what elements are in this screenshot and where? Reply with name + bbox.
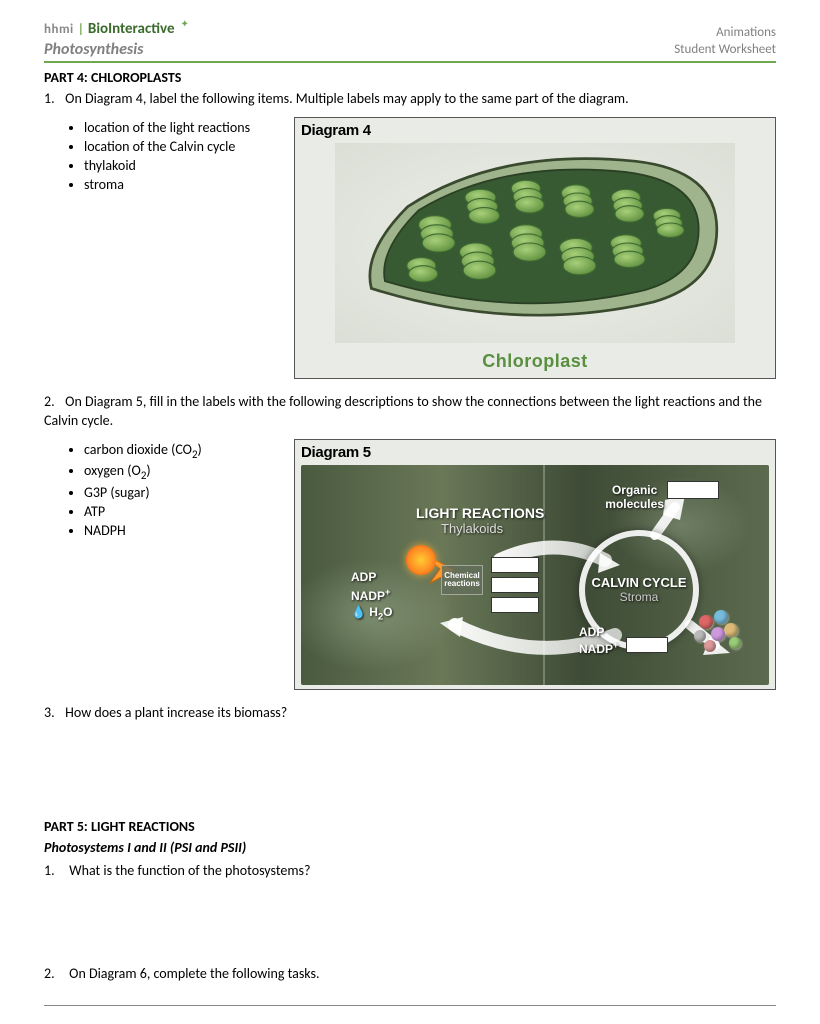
q2-number: 2. <box>44 393 62 412</box>
q2-bullet-list: carbon dioxide (CO2) oxygen (O2) G3P (su… <box>44 439 294 542</box>
blank-box-5[interactable] <box>626 637 668 653</box>
part5-q1: 1. What is the function of the photosyst… <box>44 862 776 881</box>
nadp-label: NADP+ <box>351 587 390 603</box>
adp-label: ADP <box>351 570 376 584</box>
nadp-label-2: NADP+ <box>579 640 618 656</box>
header-right: Animations Student Worksheet <box>674 25 776 59</box>
blank-box-2[interactable] <box>491 577 539 593</box>
q1-number: 1. <box>44 90 62 109</box>
diagram4-container: Diagram 4 <box>294 117 776 379</box>
sun-icon <box>406 545 436 575</box>
diagram5-container: Diagram 5 <box>294 439 776 690</box>
diagram5-box: Diagram 5 <box>294 439 776 690</box>
q3-text: How does a plant increase its biomass? <box>65 704 287 721</box>
q2-item-a: carbon dioxide (CO2) <box>84 441 288 461</box>
q1-text: On Diagram 4, label the following items.… <box>65 90 628 107</box>
organic-molecules-label: Organicmolecules <box>605 483 664 511</box>
stroma-label: Stroma <box>620 590 659 604</box>
footer-divider <box>44 1005 776 1006</box>
q2-text: On Diagram 5, fill in the labels with th… <box>44 393 762 429</box>
q3-number: 3. <box>44 704 62 723</box>
q2-item-b: oxygen (O2) <box>84 462 288 482</box>
p5-q1-text: What is the function of the photosystems… <box>69 862 310 879</box>
q1-item-d: stroma <box>84 176 288 193</box>
h2o-label: 💧 H2O <box>351 605 393 621</box>
q2-item-c: G3P (sugar) <box>84 484 288 501</box>
header-subtitle: Student Worksheet <box>674 42 776 59</box>
thylakoids-label: Thylakoids <box>441 521 503 536</box>
light-reactions-label: LIGHT REACTIONS <box>416 505 544 521</box>
diagram4-box: Diagram 4 <box>294 117 776 379</box>
document-title: Photosynthesis <box>44 40 189 59</box>
part4-q2: 2. On Diagram 5, fill in the labels with… <box>44 393 776 431</box>
leaf-icon: ✦ <box>181 17 189 30</box>
logo-separator: | <box>78 22 84 37</box>
brand-block: hhmi | BioInteractive ✦ Photosynthesis <box>44 20 189 59</box>
p5-q2-number: 2. <box>44 965 66 984</box>
q2-content-row: carbon dioxide (CO2) oxygen (O2) G3P (su… <box>44 439 776 690</box>
part5-subheading: Photosystems I and II (PSI and PSII) <box>44 839 776 856</box>
sugar-molecule-icon <box>689 605 749 655</box>
chloroplast-illustration: Chloroplast <box>301 143 769 372</box>
header-category: Animations <box>674 25 776 42</box>
p5-q2-text: On Diagram 6, complete the following tas… <box>69 965 319 982</box>
chemical-reactions-box: Chemicalreactions <box>441 565 483 595</box>
q1-item-b: location of the Calvin cycle <box>84 138 288 155</box>
diagram5-title: Diagram 5 <box>301 444 769 461</box>
adp-label-2: ADP <box>579 625 604 639</box>
logo-biointeractive: BioInteractive <box>88 20 175 38</box>
q1-item-a: location of the light reactions <box>84 119 288 136</box>
p5-q1-number: 1. <box>44 862 66 881</box>
q1-item-c: thylakoid <box>84 157 288 174</box>
part4-q1: 1. On Diagram 4, label the following ite… <box>44 90 776 109</box>
page-header: hhmi | BioInteractive ✦ Photosynthesis A… <box>44 20 776 63</box>
blank-box-3[interactable] <box>491 597 539 613</box>
logo-row: hhmi | BioInteractive ✦ <box>44 20 189 38</box>
logo-hhmi: hhmi <box>44 22 74 37</box>
diagram4-title: Diagram 4 <box>301 122 769 139</box>
blank-box-4[interactable] <box>667 481 719 499</box>
part5-heading: PART 5: LIGHT REACTIONS <box>44 818 776 835</box>
q2-item-e: NADPH <box>84 522 288 539</box>
blank-box-1[interactable] <box>491 557 539 573</box>
q1-bullet-list: location of the light reactions location… <box>44 117 294 195</box>
part5-q2: 2. On Diagram 6, complete the following … <box>44 965 776 984</box>
q2-item-d: ATP <box>84 503 288 520</box>
q1-content-row: location of the light reactions location… <box>44 117 776 379</box>
part4-q3: 3. How does a plant increase its biomass… <box>44 704 776 723</box>
part4-heading: PART 4: CHLOROPLASTS <box>44 69 776 86</box>
diagram5-illustration: LIGHT REACTIONS Thylakoids Chemicalreact… <box>301 465 769 685</box>
calvin-cycle-label: CALVIN CYCLE <box>591 575 686 590</box>
chloroplast-caption: Chloroplast <box>301 351 769 372</box>
